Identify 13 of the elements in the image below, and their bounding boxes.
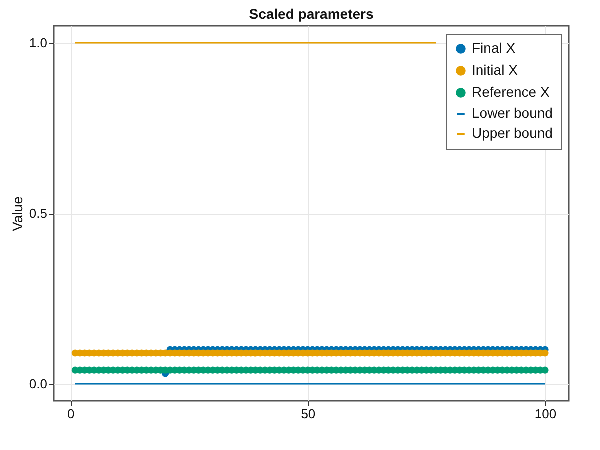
legend-label: Reference X — [472, 84, 550, 100]
legend-label: Final X — [472, 40, 516, 56]
legend-label: Upper bound — [472, 125, 553, 141]
y-tick-label: 1.0 — [29, 36, 48, 51]
x-tick-label: 0 — [67, 406, 75, 422]
x-tick-label: 50 — [301, 406, 316, 422]
y-tick-label: 0.0 — [29, 376, 48, 392]
x-tick-label: 100 — [534, 406, 557, 422]
legend-label: Initial X — [472, 62, 519, 78]
y-tick-label: 0.5 — [29, 206, 48, 221]
chart-title: Scaled parameters — [249, 6, 374, 22]
legend-label: Lower bound — [472, 105, 553, 121]
y-axis-title: Value — [9, 196, 26, 232]
